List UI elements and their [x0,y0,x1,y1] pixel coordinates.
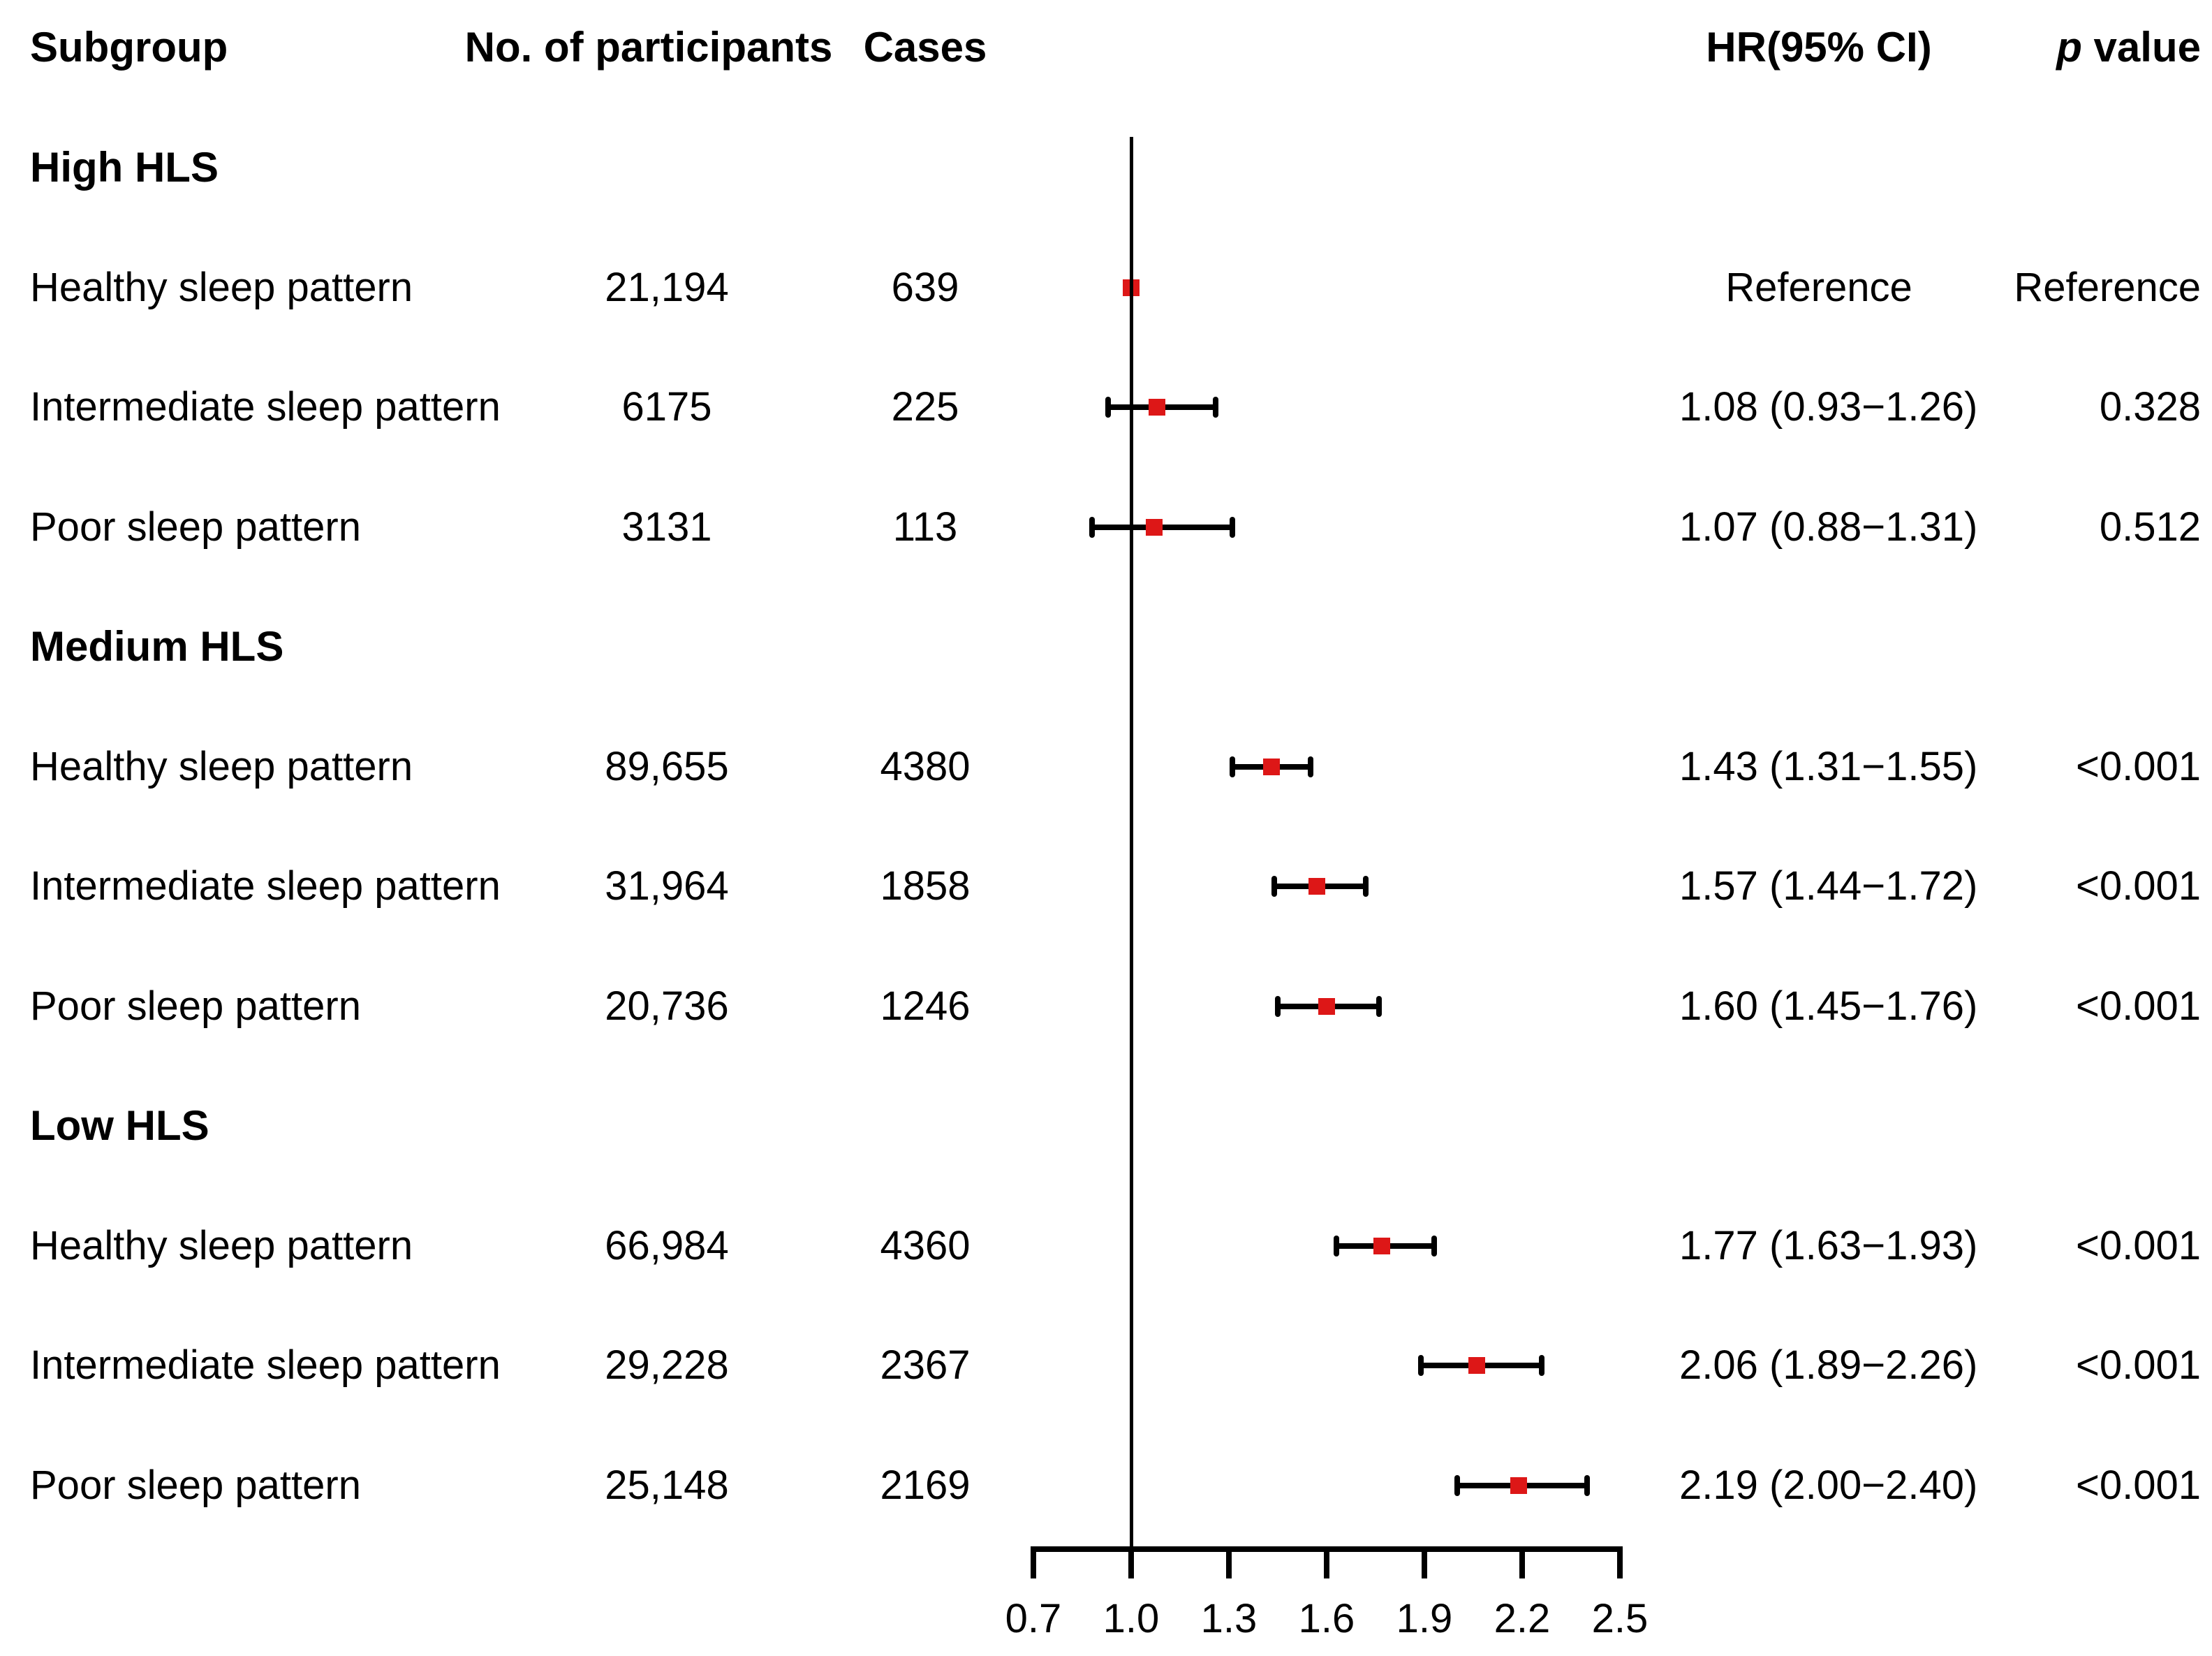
axis-tick [1617,1549,1623,1578]
axis-tick-label: 0.7 [1005,1596,1062,1641]
row-participants: 66,984 [605,1222,729,1268]
ci-cap-left [1454,1474,1460,1496]
row-participants: 6175 [621,384,712,430]
hr-marker [1468,1357,1485,1374]
axis-tick-label: 1.9 [1396,1596,1453,1641]
ci-cap-right [1307,756,1313,777]
row-p-value: 0.512 [2099,504,2201,550]
row-subgroup-label: Intermediate sleep pattern [30,1342,501,1388]
row-cases: 113 [892,504,958,550]
row-p-value: <0.001 [2075,983,2201,1029]
row-subgroup-label: Intermediate sleep pattern [30,384,501,430]
row-p-value: <0.001 [2075,863,2201,909]
column-header-subgroup: Subgroup [30,24,228,71]
row-subgroup-label: Intermediate sleep pattern [30,863,501,909]
axis-tick-label: 1.6 [1298,1596,1355,1641]
axis-tick [1030,1549,1036,1578]
hr-marker [1308,878,1325,895]
hr-marker [1262,758,1280,775]
row-subgroup-label: Poor sleep pattern [30,504,361,550]
column-header-pvalue: p value [1922,24,2201,71]
row-cases: 639 [891,264,959,310]
ci-cap-right [1584,1474,1591,1496]
hr-marker [1510,1477,1528,1494]
row-p-value: <0.001 [2075,1462,2201,1508]
hr-marker [1318,997,1335,1015]
axis-tick-label: 1.0 [1103,1596,1160,1641]
row-p-value: Reference [2014,264,2201,310]
row-hr-ci: 1.77 (1.63−1.93) [1679,1222,1978,1268]
row-subgroup-label: Healthy sleep pattern [30,264,413,310]
row-cases: 225 [891,384,959,430]
row-subgroup-label: Healthy sleep pattern [30,743,413,789]
ci-cap-right [1431,1235,1437,1256]
section-header: High HLS [30,144,219,191]
p-rest: value [2081,24,2201,71]
axis-tick [1519,1549,1525,1578]
row-hr-ci: 2.06 (1.89−2.26) [1679,1342,1978,1388]
ci-cap-left [1229,756,1235,777]
axis-tick [1324,1549,1329,1578]
ci-cap-right [1539,1355,1544,1376]
hr-marker [1149,399,1166,416]
row-cases: 4360 [880,1222,971,1268]
row-cases: 2367 [880,1342,971,1388]
reference-line [1129,137,1133,1549]
ci-cap-right [1363,876,1369,897]
column-header-hr: HR(95% CI) [1706,24,1932,71]
axis-tick-label: 2.5 [1591,1596,1649,1641]
ci-cap-left [1334,1235,1339,1256]
row-participants: 21,194 [605,264,729,310]
row-p-value: <0.001 [2075,1342,2201,1388]
axis-tick-label: 2.2 [1494,1596,1551,1641]
axis-tick [1226,1549,1232,1578]
ci-cap-left [1418,1355,1424,1376]
row-cases: 1858 [880,863,971,909]
row-cases: 4380 [880,743,971,789]
hr-marker [1145,518,1163,536]
row-hr-ci: 1.57 (1.44−1.72) [1679,863,1978,909]
row-subgroup-label: Poor sleep pattern [30,983,361,1029]
row-p-value: <0.001 [2075,743,2201,789]
row-hr-ci: 1.08 (0.93−1.26) [1679,384,1978,430]
axis-tick [1422,1549,1427,1578]
row-hr-ci: 2.19 (2.00−2.40) [1679,1462,1978,1508]
row-participants: 31,964 [605,863,729,909]
section-header: Low HLS [30,1102,209,1149]
row-participants: 25,148 [605,1462,729,1508]
ci-cap-left [1089,516,1095,538]
row-participants: 29,228 [605,1342,729,1388]
row-cases: 2169 [880,1462,971,1508]
p-italic: p [2056,24,2082,71]
row-participants: 3131 [621,504,712,550]
row-hr-ci: 1.07 (0.88−1.31) [1679,504,1978,550]
ci-cap-left [1105,397,1112,418]
row-subgroup-label: Healthy sleep pattern [30,1222,413,1268]
ci-cap-right [1213,397,1219,418]
ci-cap-right [1376,995,1382,1017]
row-participants: 89,655 [605,743,729,789]
hr-marker [1373,1237,1391,1254]
column-header-cases: Cases [863,24,987,71]
row-p-value: 0.328 [2099,384,2201,430]
row-cases: 1246 [880,983,971,1029]
ci-cap-right [1229,516,1235,538]
section-header: Medium HLS [30,623,284,670]
ci-cap-left [1271,876,1278,897]
ci-cap-left [1275,995,1281,1017]
row-hr-ci: 1.43 (1.31−1.55) [1679,743,1978,789]
row-hr-ci: Reference [1725,264,1912,310]
row-participants: 20,736 [605,983,729,1029]
column-header-participants: No. of participants [464,24,833,71]
axis-tick-label: 1.3 [1200,1596,1258,1641]
row-subgroup-label: Poor sleep pattern [30,1462,361,1508]
row-p-value: <0.001 [2075,1222,2201,1268]
row-hr-ci: 1.60 (1.45−1.76) [1679,983,1978,1029]
axis-tick [1128,1549,1134,1578]
